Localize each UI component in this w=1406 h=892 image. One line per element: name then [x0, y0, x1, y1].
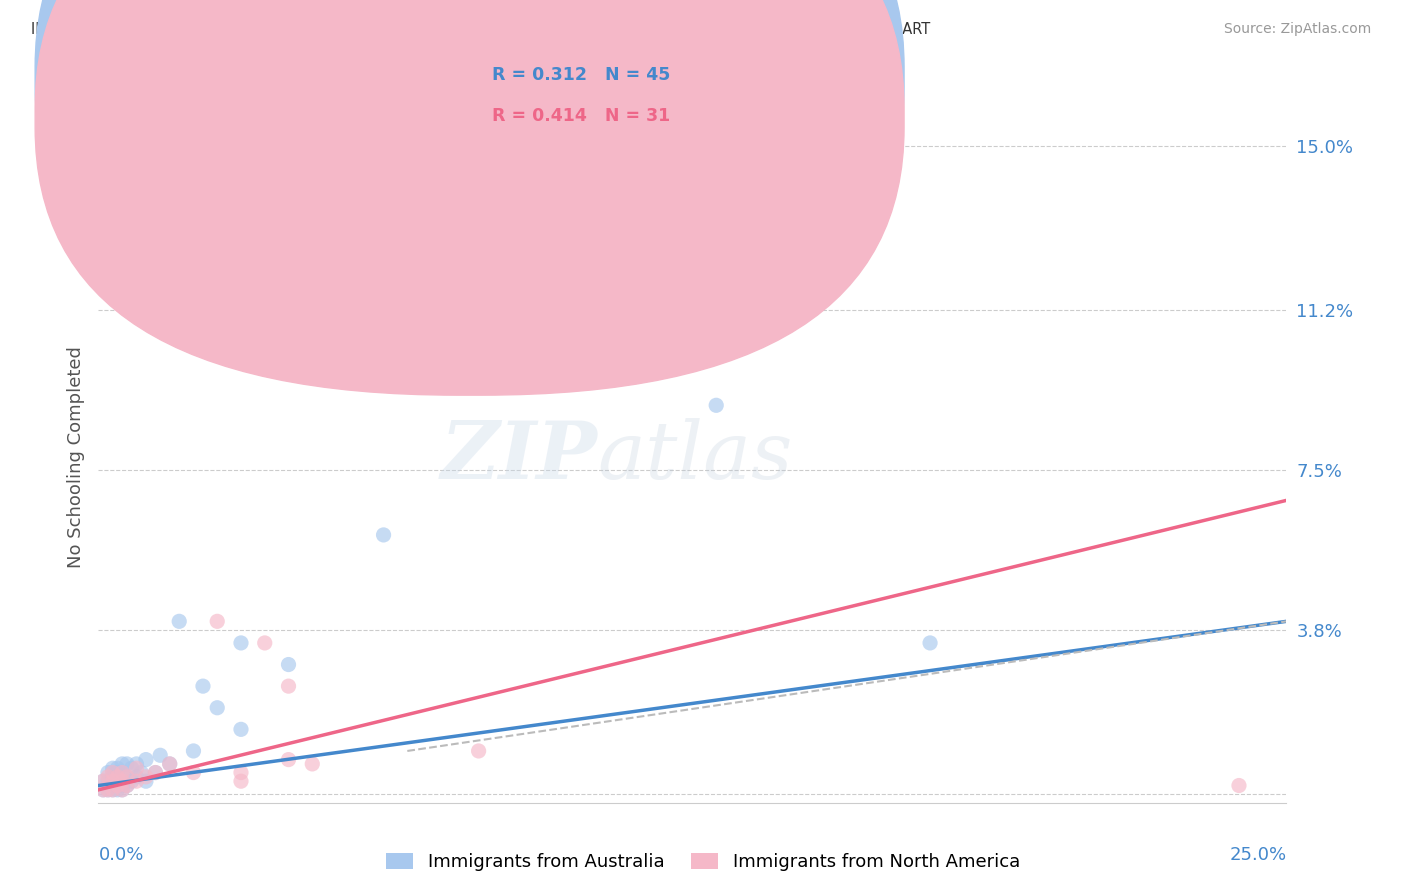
Point	[107, 774, 129, 789]
Text: 25.0%: 25.0%	[1229, 846, 1286, 864]
Point	[97, 765, 120, 780]
Point	[121, 774, 143, 789]
Text: IMMIGRANTS FROM AUSTRALIA VS IMMIGRANTS FROM NORTH AMERICA NO SCHOOLING COMPLETE: IMMIGRANTS FROM AUSTRALIA VS IMMIGRANTS …	[31, 22, 931, 37]
Legend: Immigrants from Australia, Immigrants from North America: Immigrants from Australia, Immigrants fr…	[378, 846, 1028, 879]
Point	[229, 723, 252, 737]
Point	[277, 679, 299, 693]
Point	[107, 782, 129, 797]
Point	[101, 774, 124, 789]
Point	[704, 398, 727, 412]
Point	[125, 761, 148, 775]
Point	[207, 615, 229, 629]
Point	[111, 782, 134, 797]
Text: Source: ZipAtlas.com: Source: ZipAtlas.com	[1223, 22, 1371, 37]
Point	[91, 774, 114, 789]
Point	[115, 779, 138, 793]
Point	[183, 744, 205, 758]
Point	[373, 528, 395, 542]
Point	[167, 615, 190, 629]
Point	[149, 748, 172, 763]
Point	[191, 679, 214, 693]
Point	[301, 756, 323, 771]
Point	[101, 770, 124, 784]
Point	[121, 761, 143, 775]
Point	[277, 657, 299, 672]
Point	[97, 782, 120, 797]
Point	[111, 765, 134, 780]
Point	[101, 779, 124, 793]
Point	[107, 761, 129, 775]
Text: ZIP: ZIP	[440, 418, 598, 496]
Point	[125, 756, 148, 771]
Point	[135, 753, 157, 767]
Point	[159, 756, 181, 771]
Point	[111, 774, 134, 789]
Y-axis label: No Schooling Completed: No Schooling Completed	[66, 346, 84, 568]
Point	[115, 770, 138, 784]
Point	[97, 774, 120, 789]
Point	[101, 765, 124, 780]
Point	[111, 765, 134, 780]
Point	[101, 782, 124, 797]
Point	[920, 636, 942, 650]
Point	[229, 774, 252, 789]
Point	[115, 779, 138, 793]
Point	[253, 636, 276, 650]
Point	[111, 779, 134, 793]
Point	[145, 765, 167, 780]
Point	[145, 765, 167, 780]
Point	[229, 636, 252, 650]
Point	[129, 765, 152, 780]
Point	[115, 770, 138, 784]
Point	[91, 774, 114, 789]
Point	[101, 765, 124, 780]
Point	[107, 779, 129, 793]
Text: R = 0.414   N = 31: R = 0.414 N = 31	[492, 107, 671, 125]
Point	[101, 774, 124, 789]
Text: 0.0%: 0.0%	[98, 846, 143, 864]
Point	[229, 765, 252, 780]
Point	[135, 774, 157, 789]
Point	[125, 770, 148, 784]
Point	[107, 770, 129, 784]
Point	[107, 765, 129, 780]
Point	[115, 756, 138, 771]
Point	[373, 312, 395, 326]
Point	[111, 756, 134, 771]
Point	[277, 753, 299, 767]
Point	[101, 761, 124, 775]
Point	[97, 770, 120, 784]
Point	[111, 782, 134, 797]
Point	[135, 770, 157, 784]
Text: atlas: atlas	[598, 418, 793, 496]
Text: R = 0.312   N = 45: R = 0.312 N = 45	[492, 66, 671, 84]
Point	[107, 770, 129, 784]
Point	[159, 756, 181, 771]
Point	[183, 765, 205, 780]
Point	[91, 782, 114, 797]
Point	[396, 376, 419, 391]
Point	[467, 744, 489, 758]
Point	[207, 700, 229, 714]
Point	[125, 774, 148, 789]
Point	[101, 782, 124, 797]
Point	[91, 782, 114, 797]
Point	[107, 779, 129, 793]
Point	[111, 774, 134, 789]
Point	[97, 782, 120, 797]
Point	[1227, 779, 1250, 793]
